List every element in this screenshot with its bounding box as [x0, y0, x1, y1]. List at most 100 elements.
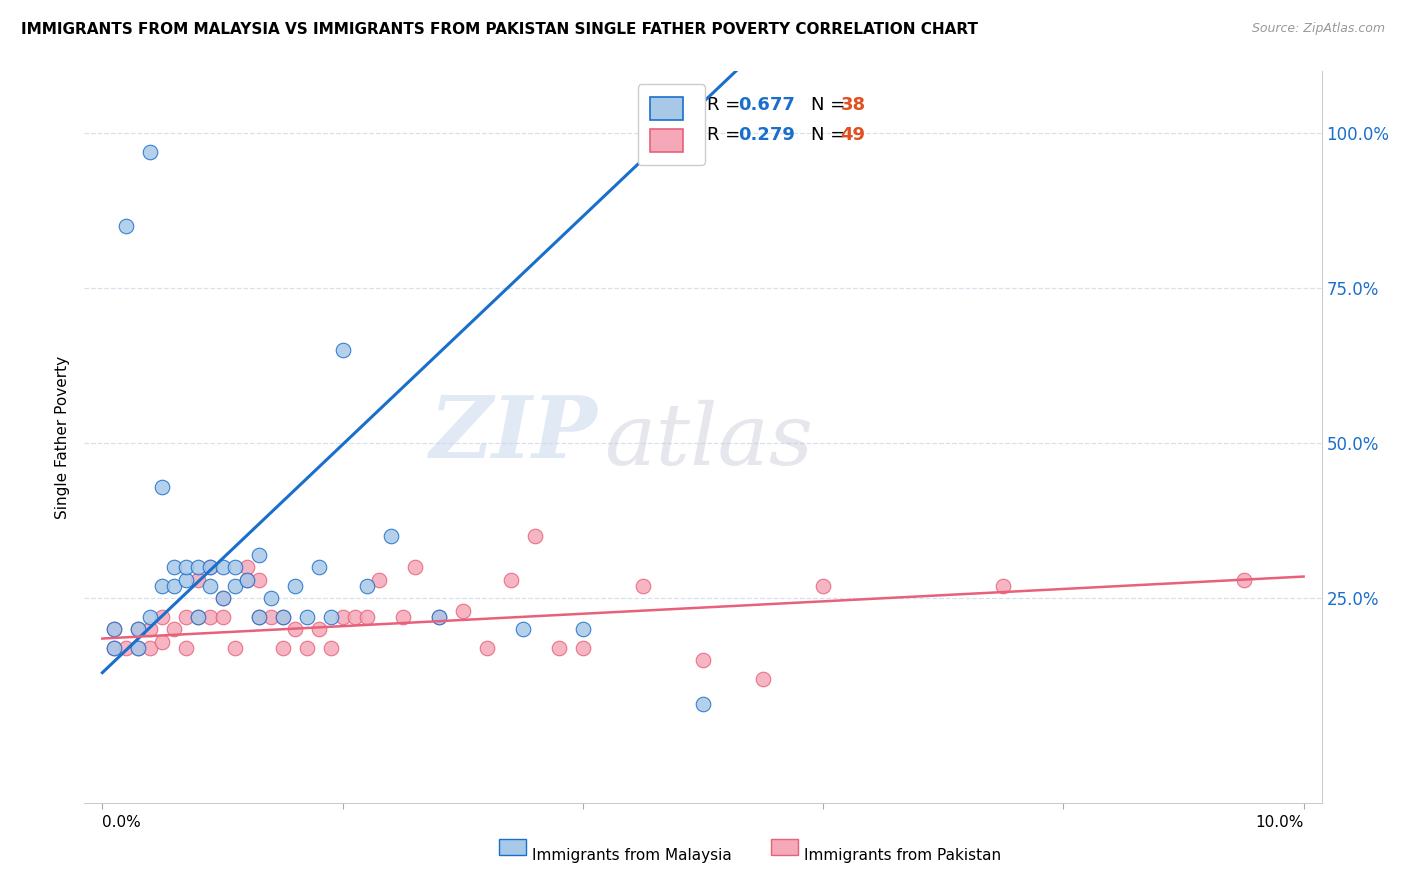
Point [1232, 573, 1254, 587]
Point [271, 610, 294, 624]
Point [332, 343, 354, 358]
Point [211, 560, 233, 574]
Point [127, 640, 149, 655]
Point [152, 634, 174, 648]
Y-axis label: Single Father Poverty: Single Father Poverty [55, 356, 70, 518]
Point [247, 610, 270, 624]
Point [512, 622, 534, 636]
Point [103, 622, 125, 636]
Point [404, 560, 426, 574]
Point [356, 610, 378, 624]
Text: 38: 38 [841, 96, 866, 114]
Point [427, 610, 450, 624]
Point [200, 560, 222, 574]
Point [187, 610, 209, 624]
Point [152, 610, 174, 624]
Point [523, 529, 546, 543]
Point [247, 573, 270, 587]
Text: Immigrants from Malaysia: Immigrants from Malaysia [533, 848, 733, 863]
Point [380, 529, 402, 543]
Point [115, 219, 138, 234]
Text: atlas: atlas [605, 400, 813, 482]
Text: 0.677: 0.677 [738, 96, 794, 114]
Point [103, 640, 125, 655]
Text: R =: R = [707, 126, 745, 145]
Point [103, 640, 125, 655]
Point [127, 622, 149, 636]
Point [319, 640, 342, 655]
Point [295, 640, 318, 655]
Point [271, 610, 294, 624]
Point [692, 653, 714, 667]
Text: IMMIGRANTS FROM MALAYSIA VS IMMIGRANTS FROM PAKISTAN SINGLE FATHER POVERTY CORRE: IMMIGRANTS FROM MALAYSIA VS IMMIGRANTS F… [21, 22, 979, 37]
Point [187, 573, 209, 587]
Point [176, 560, 198, 574]
Point [284, 622, 307, 636]
Point [631, 579, 654, 593]
Point [139, 145, 162, 159]
Point [572, 640, 595, 655]
Point [187, 610, 209, 624]
Point [211, 610, 233, 624]
Point [200, 610, 222, 624]
Point [271, 640, 294, 655]
Point [993, 579, 1015, 593]
Point [235, 573, 257, 587]
Point [259, 591, 281, 606]
Point [163, 560, 186, 574]
FancyBboxPatch shape [499, 839, 526, 855]
Point [235, 573, 257, 587]
Point [163, 622, 186, 636]
Point [247, 548, 270, 562]
Point [211, 591, 233, 606]
Point [187, 560, 209, 574]
Point [103, 622, 125, 636]
Point [247, 610, 270, 624]
Legend: , : , [638, 84, 704, 165]
Text: 49: 49 [841, 126, 865, 145]
Point [211, 591, 233, 606]
Point [811, 579, 834, 593]
Point [752, 672, 775, 686]
Text: 0.279: 0.279 [738, 126, 794, 145]
Point [295, 610, 318, 624]
Point [343, 610, 366, 624]
Point [259, 610, 281, 624]
Point [356, 579, 378, 593]
Point [127, 622, 149, 636]
Point [139, 622, 162, 636]
Point [391, 610, 413, 624]
FancyBboxPatch shape [770, 839, 799, 855]
Point [200, 579, 222, 593]
Point [200, 560, 222, 574]
Text: 0.0%: 0.0% [103, 815, 141, 830]
Point [176, 573, 198, 587]
Point [308, 622, 330, 636]
Point [284, 579, 307, 593]
Point [427, 610, 450, 624]
Point [224, 640, 246, 655]
Point [451, 604, 474, 618]
Point [139, 610, 162, 624]
Point [127, 640, 149, 655]
Text: Immigrants from Pakistan: Immigrants from Pakistan [804, 848, 1001, 863]
Point [499, 573, 522, 587]
Point [152, 579, 174, 593]
Point [475, 640, 498, 655]
Point [224, 560, 246, 574]
Point [308, 560, 330, 574]
Point [572, 622, 595, 636]
Text: N =: N = [811, 126, 851, 145]
Point [332, 610, 354, 624]
Point [139, 640, 162, 655]
Point [224, 579, 246, 593]
Text: Source: ZipAtlas.com: Source: ZipAtlas.com [1251, 22, 1385, 36]
Text: N =: N = [811, 96, 851, 114]
Point [235, 560, 257, 574]
Point [115, 640, 138, 655]
Point [547, 640, 569, 655]
Text: ZIP: ZIP [430, 392, 598, 475]
Point [692, 697, 714, 711]
Point [152, 480, 174, 494]
Text: R =: R = [707, 96, 745, 114]
